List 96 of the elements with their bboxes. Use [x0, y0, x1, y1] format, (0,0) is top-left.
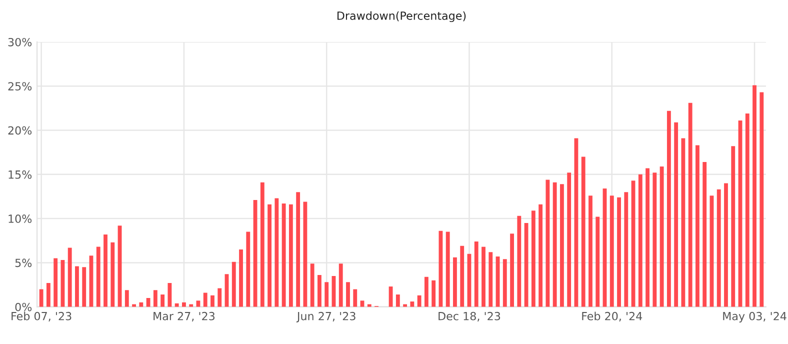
bar: [453, 257, 457, 307]
bar: [546, 180, 550, 307]
bar: [588, 196, 592, 307]
bar: [218, 288, 222, 307]
bar: [674, 122, 678, 307]
bar: [688, 102, 692, 307]
bar: [646, 168, 650, 307]
bar: [666, 110, 671, 307]
bar: [432, 280, 436, 307]
bar: [68, 248, 72, 307]
bar: [638, 174, 642, 307]
bar: [39, 289, 44, 307]
bar: [610, 196, 614, 307]
chart-title: Drawdown(Percentage): [337, 11, 466, 22]
bar: [353, 289, 358, 307]
bar: [324, 282, 329, 307]
bar: [96, 246, 100, 307]
bar: [696, 145, 700, 307]
bar: [246, 232, 250, 307]
y-tick-label: 30%: [8, 38, 32, 46]
bar: [318, 275, 322, 307]
bar: [617, 197, 621, 307]
bar: [153, 290, 158, 307]
bar: [517, 216, 522, 307]
bar: [410, 302, 414, 307]
bar: [745, 113, 750, 307]
bar: [310, 264, 314, 307]
bar: [488, 252, 493, 307]
y-tick-label: 10%: [8, 214, 32, 223]
bar: [396, 294, 400, 307]
bar: [132, 304, 136, 307]
y-tick-label: 25%: [8, 82, 32, 90]
bar: [124, 290, 129, 307]
bar: [524, 222, 528, 307]
bar: [581, 156, 586, 307]
x-tick-label: Dec 18, '23: [438, 312, 500, 322]
bar: [260, 182, 264, 307]
bar: [731, 146, 736, 307]
bar: [338, 264, 343, 307]
y-tick-label: 0%: [15, 302, 32, 312]
bar: [168, 283, 172, 307]
bar: [203, 292, 208, 307]
x-tick-label: Feb 20, '24: [582, 312, 642, 322]
bar: [596, 216, 600, 307]
bar: [110, 242, 115, 307]
y-tick-label: 5%: [15, 258, 32, 268]
bar: [474, 242, 478, 307]
bar: [296, 192, 300, 307]
bar: [104, 234, 108, 307]
x-tick-label: Mar 27, '23: [154, 312, 215, 322]
bar: [189, 304, 194, 307]
bar: [510, 234, 514, 307]
bar: [75, 266, 79, 307]
bar: [160, 294, 165, 307]
bar: [274, 198, 279, 307]
bar: [54, 258, 58, 307]
bar: [182, 302, 186, 307]
bar: [538, 204, 543, 307]
bar: [724, 183, 728, 307]
x-tick-label: Jun 27, '23: [296, 312, 356, 322]
bar: [46, 283, 50, 307]
bar: [567, 172, 572, 307]
bar: [660, 166, 664, 307]
bar: [417, 295, 422, 307]
x-tick-label: Feb 07, '23: [12, 312, 72, 322]
bar: [367, 304, 372, 307]
bar: [446, 232, 450, 307]
bar: [346, 282, 350, 307]
bar: [82, 267, 86, 307]
bar: [681, 138, 686, 307]
bar: [146, 298, 150, 307]
bar: [232, 262, 236, 307]
x-tick-label: May 03, '24: [723, 312, 786, 322]
bar: [752, 85, 756, 307]
bar: [716, 189, 721, 307]
y-tick-label: 20%: [8, 126, 32, 135]
bar: [460, 246, 464, 307]
bar: [652, 172, 657, 307]
bar: [210, 295, 214, 307]
bar: [760, 92, 764, 307]
bar: [531, 210, 536, 307]
bar: [282, 204, 286, 307]
bar: [552, 182, 557, 307]
bar: [424, 276, 428, 307]
bar: [268, 204, 272, 307]
bar: [702, 162, 707, 307]
bar: [239, 249, 243, 307]
bar: [624, 192, 628, 307]
bar: [288, 204, 293, 307]
bar: [482, 246, 486, 307]
bar: [403, 304, 408, 307]
bar: [139, 302, 144, 307]
bar: [303, 202, 308, 307]
y-tick-label: 15%: [8, 170, 32, 179]
bar: [502, 259, 507, 307]
bar: [560, 184, 564, 307]
